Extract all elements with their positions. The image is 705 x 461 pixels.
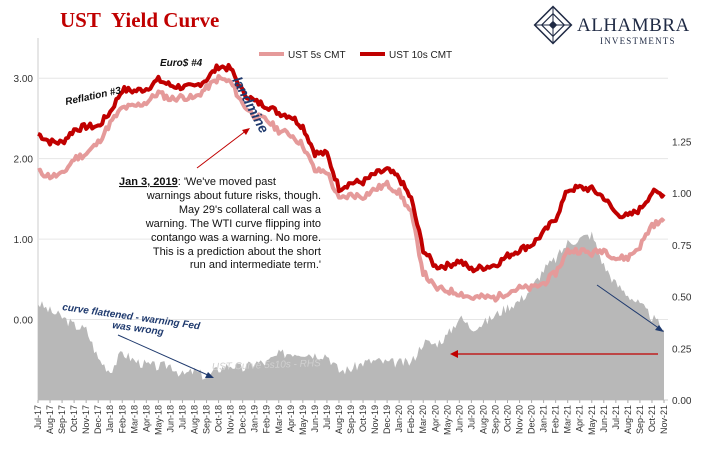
red-arrow-left [450,350,658,358]
x-tick-label: Jul-21 [611,405,621,430]
x-tick-label: Oct-17 [69,405,79,432]
title-ust: UST [60,8,101,32]
quote-line-4: contango was a warning. No more. [151,232,321,244]
x-tick-label: Nov-17 [81,405,91,434]
x-tick-label: Oct-18 [214,405,224,432]
x-tick-label: Jun-21 [599,405,609,433]
legend-label-10s: UST 10s CMT [389,50,452,61]
annotation-spread-label: UST Curve 5s10s - RHS [212,358,322,373]
left-tick-label: 2.00 [14,155,34,166]
quote-date: Jan 3, 2019: 'We've moved past [119,176,276,188]
legend: UST 5s CMT UST 10s CMT [259,50,452,61]
x-tick-label: Oct-19 [358,405,368,432]
x-tick-label: Sep-18 [202,405,212,434]
title-yield-curve: Yield Curve [111,8,219,32]
x-tick-label: Mar-21 [563,405,573,434]
x-tick-label: Mar-18 [129,405,139,434]
x-tick-label: May-19 [298,405,308,435]
x-tick-label: Mar-20 [418,405,428,434]
legend-label-5s: UST 5s CMT [288,50,346,61]
quote-line-1: warnings about future risks, though. [146,190,321,202]
x-tick-label: Aug-19 [334,405,344,434]
annotation-euro: Euro$ #4 [160,58,203,69]
x-tick-label: Jul-17 [33,405,43,430]
x-tick-label: Dec-19 [382,405,392,434]
x-tick-label: Aug-20 [478,405,488,434]
x-tick-label: Nov-20 [515,405,525,434]
x-tick-label: Mar-19 [274,405,284,434]
ust-10s-line [37,63,666,274]
x-tick-label: Oct-20 [503,405,513,432]
blue-arrow-down [596,284,664,332]
alhambra-logo: ALHAMBRA INVESTMENTS [533,5,690,46]
left-tick-label: 3.00 [14,74,34,85]
alhambra-emblem-icon [533,5,573,45]
x-tick-label: Jul-19 [322,405,332,430]
quote-line-6: run and intermediate term.' [190,259,321,271]
x-tick-label: May-18 [153,405,163,435]
quote-date-text: Jan 3, 2019 [119,176,178,188]
brand-name: ALHAMBRA [577,15,690,36]
annotation-landmine: landmine [229,74,272,136]
x-tick-label: Sep-19 [346,405,356,434]
x-tick-label: Feb-18 [117,405,127,434]
x-axis-ticks: Jul-17 Aug-17 Sep-17 Oct-17 Nov-17 Dec-17 Jan-… [33,400,669,435]
x-tick-label: Nov-19 [370,405,380,434]
x-tick-label: Apr-18 [141,405,151,432]
x-tick-label: Nov-18 [226,405,236,434]
curve-flat-arrow [117,334,214,378]
left-tick-label: 0.00 [14,316,34,327]
x-tick-label: Feb-21 [551,405,561,434]
x-tick-label: Sep-17 [57,405,67,434]
x-tick-label: Jun-19 [310,405,320,433]
right-tick-label: 1.25 [672,137,692,148]
x-tick-label: Aug-21 [623,405,633,434]
x-tick-label: Aug-18 [190,405,200,434]
x-tick-label: Apr-19 [286,405,296,432]
quote-line-5: This is a prediction about the short [153,246,321,258]
right-tick-label: 0.75 [672,241,692,252]
right-tick-label: 0.50 [672,293,692,304]
x-tick-label: Dec-17 [93,405,103,434]
spread-area-series [38,231,664,400]
x-tick-label: Feb-20 [406,405,416,434]
x-tick-label: Aug-17 [45,405,55,434]
x-tick-label: Apr-20 [430,405,440,432]
quote-line-2: May 29's collateral call was a [179,204,322,216]
ust-5s-line [37,74,666,303]
right-tick-label: 1.00 [672,189,692,200]
right-axis-ticks: 1.25 1.00 0.75 0.50 0.25 0.00 [672,137,692,407]
x-tick-label: May-21 [587,405,597,435]
x-tick-label: Nov-21 [659,405,669,434]
x-tick-label: Jan-21 [539,405,549,433]
quote-annotation: Jan 3, 2019: 'We've moved past warnings … [119,176,322,271]
quote-arrow [196,128,250,169]
x-tick-label: Oct-21 [647,405,657,432]
x-tick-label: Jul-20 [466,405,476,430]
x-tick-label: Jun-20 [454,405,464,433]
x-tick-label: Jan-18 [105,405,115,433]
x-tick-label: Apr-21 [575,405,585,432]
x-tick-label: Dec-18 [238,405,248,434]
x-tick-label: Dec-20 [527,405,537,434]
right-tick-label: 0.25 [672,344,692,355]
x-tick-label: May-20 [442,405,452,435]
x-tick-label: Jul-18 [177,405,187,430]
right-tick-label: 0.00 [672,396,692,407]
brand-sub: INVESTMENTS [600,36,676,46]
quote-line-0: : 'We've moved past [178,176,276,188]
quote-line-3: warning. The WTI curve flipping into [145,218,321,230]
x-tick-label: Sep-20 [490,405,500,434]
x-tick-label: Jun-18 [165,405,175,433]
x-tick-label: Sep-21 [635,405,645,434]
x-tick-label: Jan-20 [394,405,404,433]
left-axis-ticks: 3.00 2.00 1.00 0.00 [14,74,34,326]
x-tick-label: Jan-19 [250,405,260,433]
left-tick-label: 1.00 [14,235,34,246]
x-tick-label: Feb-19 [262,405,272,434]
